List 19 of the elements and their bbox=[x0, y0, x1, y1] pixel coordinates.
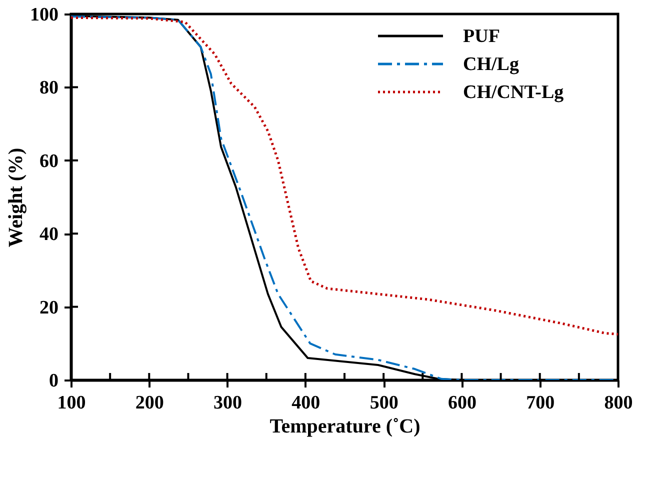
legend-label: CH/CNT-Lg bbox=[463, 82, 564, 103]
y-tick-label: 20 bbox=[40, 297, 58, 318]
y-tick-label: 40 bbox=[40, 224, 58, 246]
legend-label: PUF bbox=[463, 26, 500, 47]
x-tick-label: 600 bbox=[448, 392, 476, 414]
x-tick-label: 200 bbox=[135, 392, 164, 414]
x-tick-label: 300 bbox=[214, 392, 242, 414]
y-tick-label: 80 bbox=[40, 78, 58, 99]
x-tick-label: 700 bbox=[526, 392, 555, 414]
x-axis-title: Temperature (˚C) bbox=[270, 416, 420, 438]
y-tick-label: 0 bbox=[49, 370, 58, 392]
y-tick-label: 60 bbox=[40, 150, 58, 172]
x-tick-label: 500 bbox=[370, 392, 398, 414]
x-tick-label: 800 bbox=[604, 392, 633, 414]
y-tick-label: 100 bbox=[30, 4, 58, 26]
y-axis-title: Weight (%) bbox=[5, 148, 27, 248]
x-tick-label: 400 bbox=[292, 392, 320, 414]
x-tick-label: 100 bbox=[57, 392, 86, 414]
legend-label: CH/Lg bbox=[463, 54, 520, 75]
